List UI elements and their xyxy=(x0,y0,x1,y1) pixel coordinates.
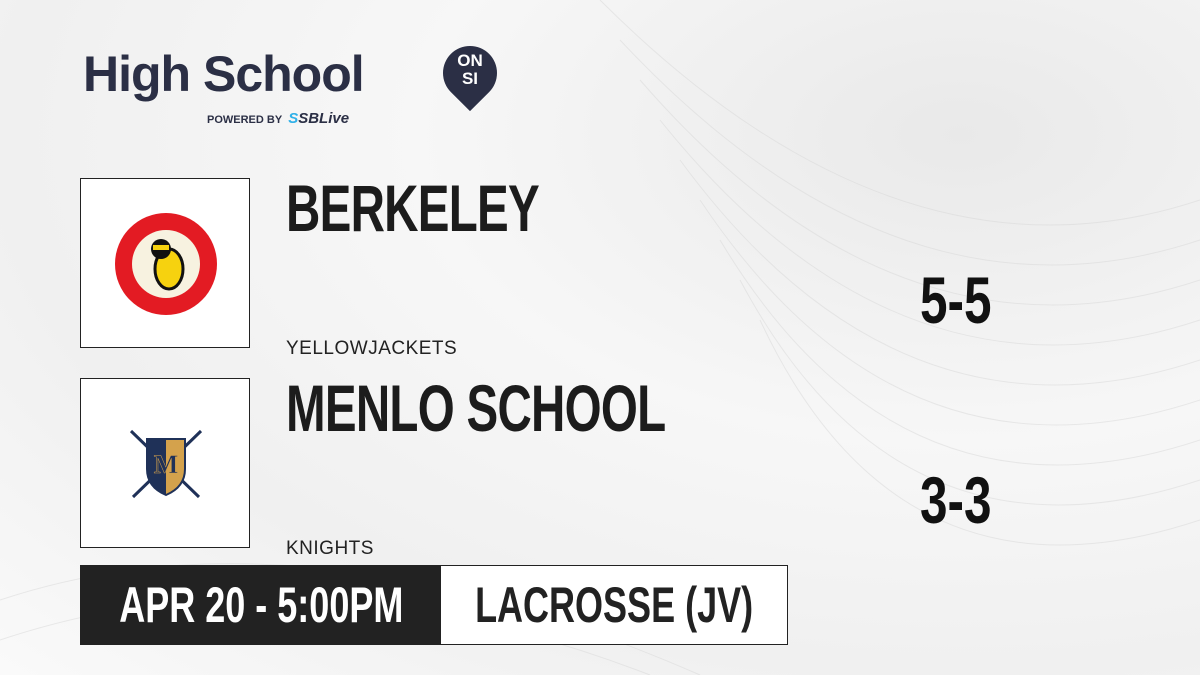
svg-text:M: M xyxy=(154,450,179,479)
high-school-on-si-logo[interactable]: High School ON SI POWERED BY SSBLive xyxy=(83,34,509,127)
powered-by-label: POWERED BY xyxy=(207,114,283,126)
game-info-bar: APR 20 - 5:00PM LACROSSE (JV) xyxy=(80,565,788,645)
powered-by: POWERED BY SSBLive xyxy=(207,110,349,127)
away-team-score: 3-3 xyxy=(920,463,992,537)
game-datetime: APR 20 - 5:00PM xyxy=(118,577,404,633)
game-datetime-box: APR 20 - 5:00PM xyxy=(81,566,441,644)
game-sport-box: LACROSSE (JV) xyxy=(441,566,787,644)
yellowjacket-icon xyxy=(115,213,217,315)
home-team-score: 5-5 xyxy=(920,263,992,337)
knight-shield-icon: M xyxy=(129,429,203,499)
sblive-label: SBLive xyxy=(298,110,350,127)
menlo-logo: M xyxy=(80,378,250,548)
home-team-name: BERKELEY xyxy=(286,171,540,245)
game-sport: LACROSSE (JV) xyxy=(474,577,754,633)
badge-si: SI xyxy=(461,69,479,88)
away-team-name: MENLO SCHOOL xyxy=(286,371,666,445)
badge-on: ON xyxy=(457,51,483,70)
away-team-mascot: KNIGHTS xyxy=(286,538,374,559)
logo-title: High School xyxy=(83,46,365,102)
home-team-mascot: YELLOWJACKETS xyxy=(286,338,458,359)
sblive-logo: SSBLive xyxy=(288,110,350,127)
berkeley-logo xyxy=(80,178,250,348)
